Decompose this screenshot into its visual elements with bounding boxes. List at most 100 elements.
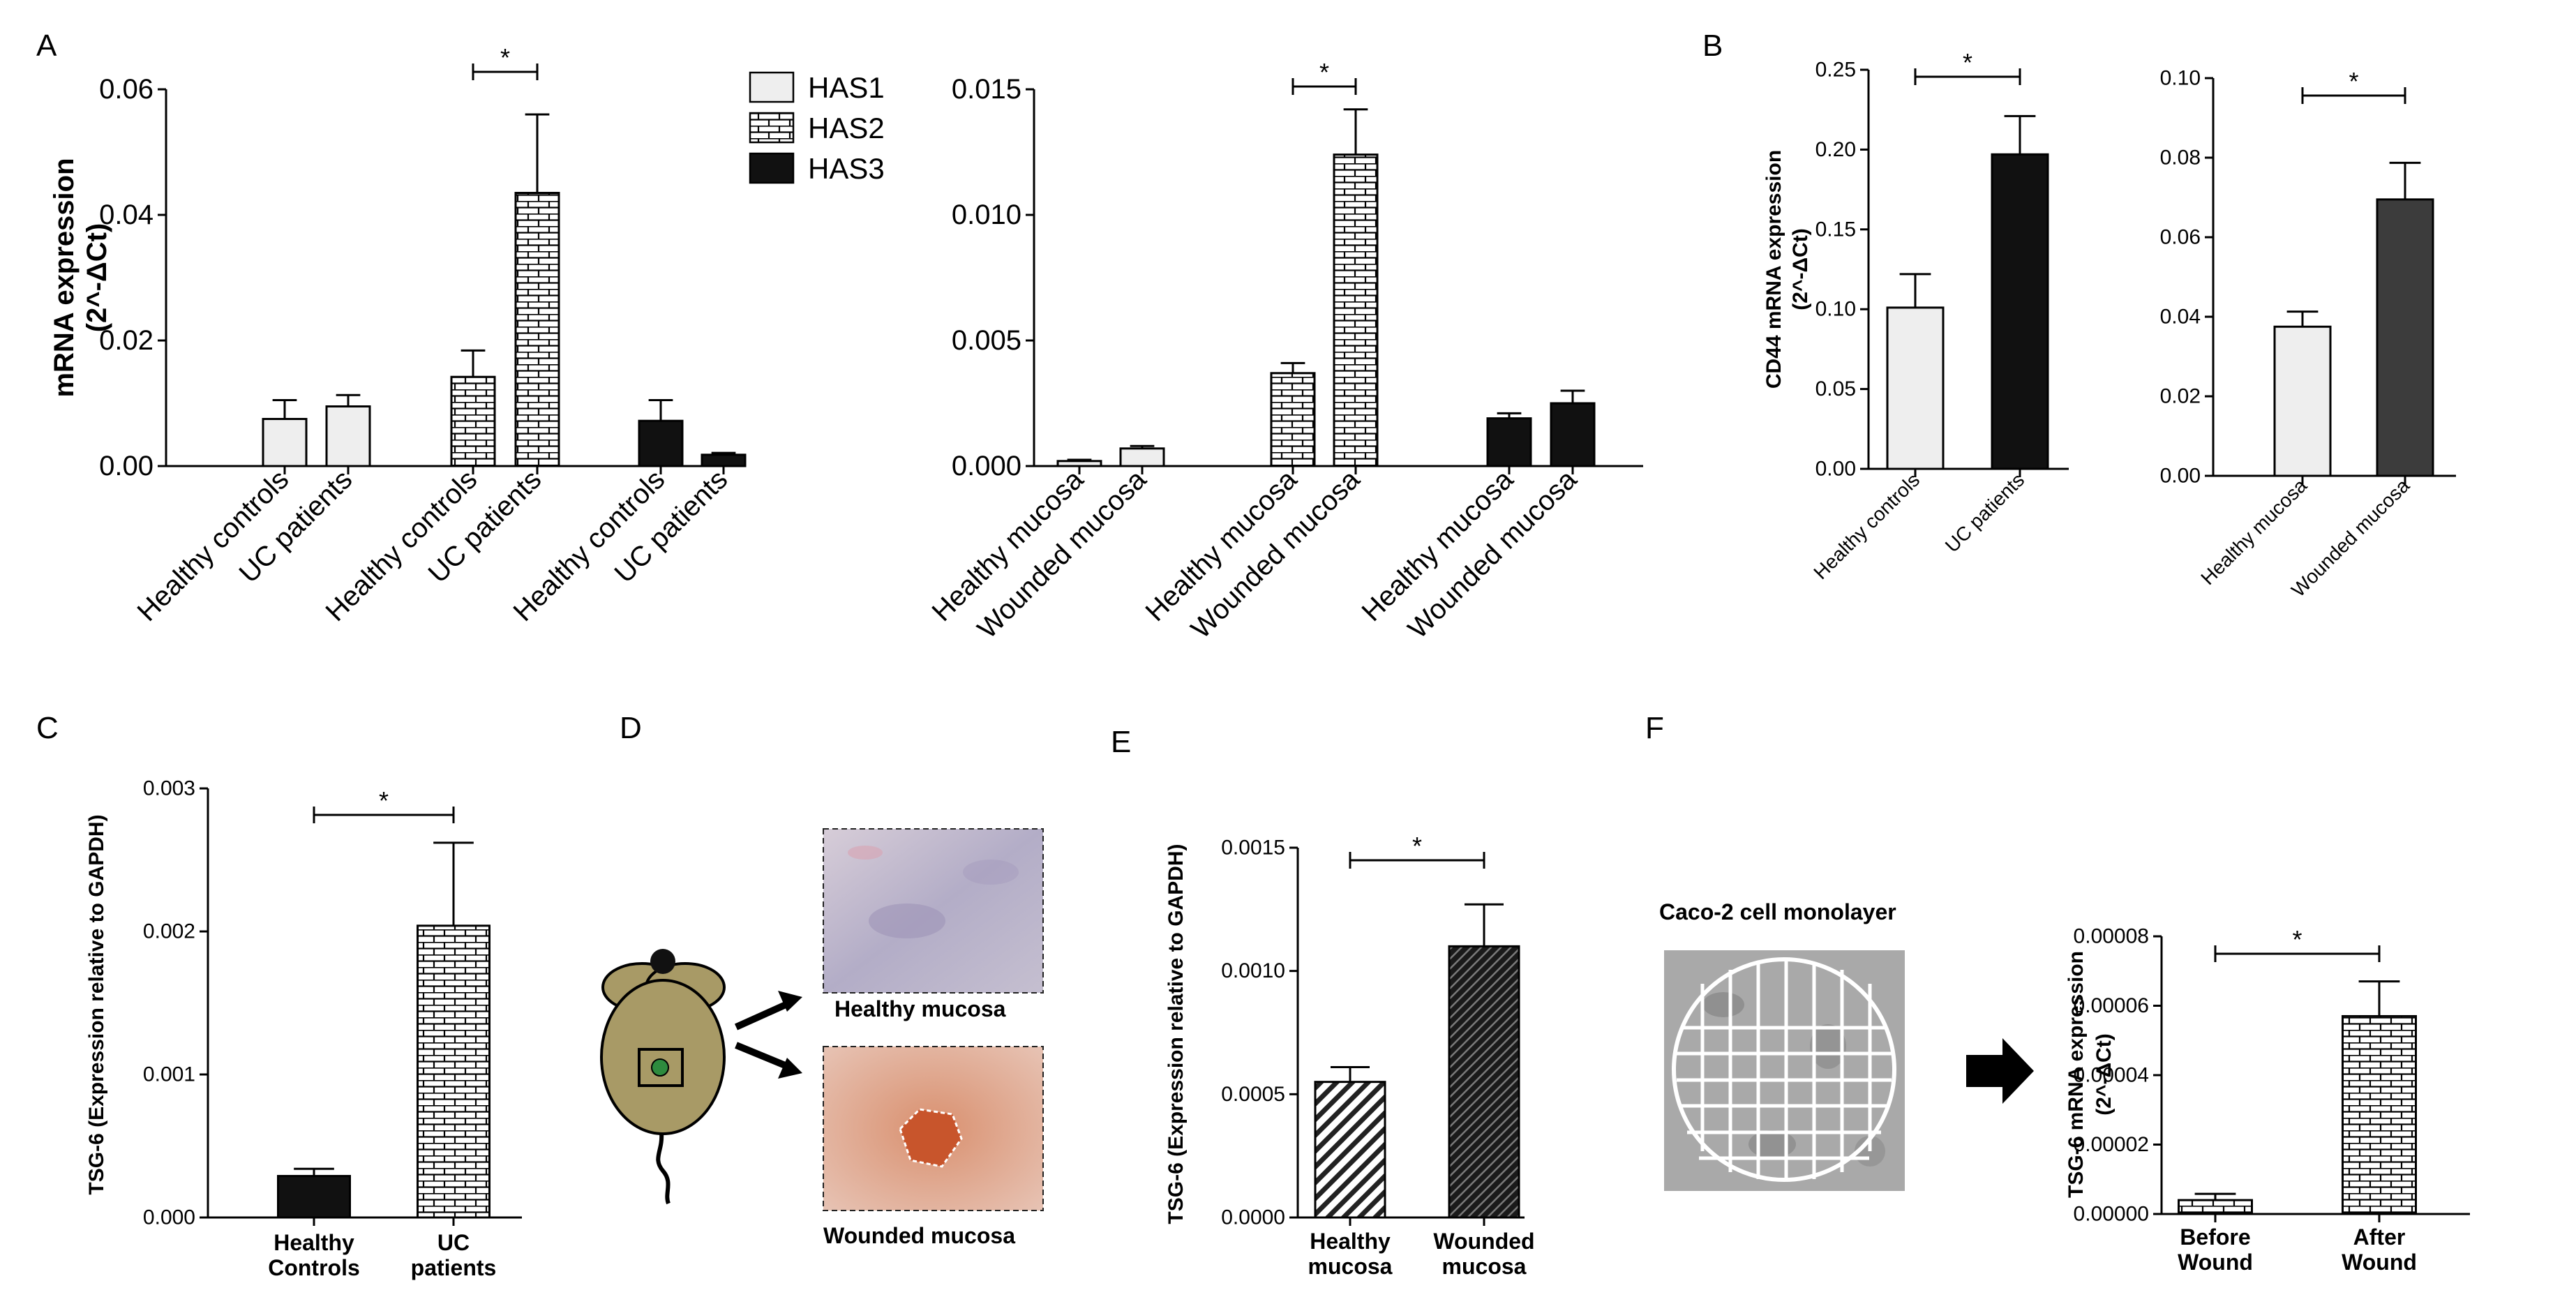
y-tick-label: 0.06 <box>2160 226 2201 249</box>
bar <box>1314 1081 1386 1219</box>
bar <box>1550 402 1596 467</box>
x-tick-label: mucosa <box>1308 1254 1393 1279</box>
y-tick-label: 0.001 <box>143 1063 195 1086</box>
legend-swatch-has3 <box>749 152 795 184</box>
x-tick-label: Healthy <box>274 1230 354 1255</box>
mouse-illustration <box>600 949 726 1205</box>
bar <box>514 192 560 467</box>
y-tick-label: 0.015 <box>952 74 1021 105</box>
wound-area <box>899 1108 963 1168</box>
y-tick-label: 0.00008 <box>2074 925 2149 948</box>
y-tick-label: 0.000 <box>143 1206 195 1229</box>
panel-letter-A: A <box>36 29 57 63</box>
y-tick-label: 0.00 <box>1815 458 1856 481</box>
x-tick-label: UC <box>437 1230 470 1255</box>
legend-swatch-has2 <box>749 112 795 144</box>
x-tick-label: Healthy mucosa <box>2196 474 2311 589</box>
y-tick-label: 0.0015 <box>1221 837 1285 860</box>
bar <box>277 1175 351 1219</box>
y-tick-label: 0.02 <box>99 325 153 356</box>
y-axis-label: TSG-6 mRNA expression <box>2065 951 2088 1198</box>
healthy-mucosa-label: Healthy mucosa <box>834 996 1006 1021</box>
y-tick-label: 0.010 <box>952 200 1021 230</box>
x-tick-label: Wounded <box>1433 1229 1534 1254</box>
y-tick-label: 0.06 <box>99 74 153 105</box>
chart-C: 0.000 0.001 0.002 0.003 TSG-6 (Expression re… <box>85 777 522 1280</box>
bar <box>1119 447 1165 467</box>
y-tick-label: 0.20 <box>1815 138 1856 161</box>
y-tick-label: 0.04 <box>2160 306 2201 329</box>
legend-item-has1: HAS1 <box>749 71 885 104</box>
x-tick-label: patients <box>411 1255 497 1280</box>
healthy-mucosa-image <box>823 828 1044 994</box>
significance-star: * <box>1963 48 1972 77</box>
bar <box>1270 372 1316 467</box>
legend-label-has1: HAS1 <box>808 71 885 104</box>
y-tick-label: 0.05 <box>1815 377 1856 400</box>
arrow-to-wounded <box>735 1042 793 1072</box>
mouse-body <box>600 979 726 1135</box>
panel-letter-D: D <box>620 711 642 745</box>
y-axis-label-unit: (2^-ΔCt) <box>82 223 112 333</box>
significance-star: * <box>1412 832 1422 860</box>
significance-star: * <box>1319 58 1329 87</box>
legend-item-has3: HAS3 <box>749 152 885 185</box>
x-tick-label: Wound <box>2342 1250 2417 1275</box>
y-tick-label: 0.00000 <box>2074 1203 2149 1226</box>
wounded-mucosa-label: Wounded mucosa <box>823 1223 1015 1248</box>
legend-item-has2: HAS2 <box>749 112 885 144</box>
panel-letter-C: C <box>36 711 59 745</box>
y-tick-label: 0.10 <box>2160 67 2201 90</box>
caco2-caption: Caco-2 cell monolayer <box>1659 899 1896 924</box>
y-tick-label: 0.04 <box>99 200 153 230</box>
y-tick-label: 0.0000 <box>1221 1206 1285 1229</box>
arrow-caco2-to-chart <box>1966 1038 2034 1104</box>
bar <box>2376 198 2434 477</box>
x-tick-label: Controls <box>268 1255 360 1280</box>
significance-star: * <box>2349 67 2358 96</box>
y-tick-label: 0.0005 <box>1221 1083 1285 1106</box>
significance-star: * <box>379 786 389 815</box>
x-tick-label: UC patients <box>1941 469 2028 556</box>
bar <box>1991 153 2049 470</box>
y-axis-label-unit: (2^-ΔCt) <box>1789 228 1812 310</box>
legend-swatch-has1 <box>749 71 795 103</box>
y-tick-label: 0.00 <box>99 451 153 481</box>
bar <box>262 418 308 467</box>
bar <box>1886 306 1945 470</box>
y-tick-label: 0.00004 <box>2074 1064 2149 1087</box>
legend-label-has3: HAS3 <box>808 152 885 185</box>
bar <box>2178 1199 2253 1215</box>
y-axis-label: mRNA expression <box>49 158 80 397</box>
y-tick-label: 0.00 <box>2160 465 2201 488</box>
x-tick-label: Before <box>2180 1224 2250 1250</box>
bar <box>1333 153 1379 467</box>
caco2-monolayer-image <box>1664 950 1905 1191</box>
bar <box>417 924 491 1219</box>
bar <box>2273 325 2332 477</box>
significance-star: * <box>2292 925 2302 954</box>
y-axis-label: TSG-6 (Expression relative to GAPDH) <box>85 814 108 1194</box>
panel-letter-B: B <box>1702 29 1723 63</box>
panel-letter-E: E <box>1111 725 1131 759</box>
y-tick-label: 0.000 <box>952 451 1021 481</box>
y-axis-label: CD44 mRNA expression <box>1762 150 1785 389</box>
arrow-to-healthy-head <box>778 991 802 1012</box>
mouse-wound-box <box>638 1048 684 1087</box>
bar <box>701 454 747 467</box>
legend-label-has2: HAS2 <box>808 112 885 144</box>
x-tick-label: Wound <box>2178 1250 2253 1275</box>
y-tick-label: 0.003 <box>143 777 195 800</box>
y-tick-label: 0.0010 <box>1221 959 1285 982</box>
bar <box>450 375 496 467</box>
y-tick-label: 0.00002 <box>2074 1133 2149 1156</box>
y-axis-label: TSG-6 (Expression relative to GAPDH) <box>1165 844 1188 1224</box>
y-tick-label: 0.08 <box>2160 147 2201 170</box>
bar <box>2342 1014 2417 1215</box>
chart-E: 0.0000 0.0005 0.0010 0.0015 TSG-6 (Expressio… <box>1165 832 1535 1279</box>
chart-B-patients: 0.00 0.05 0.10 0.15 0.20 0.25 CD44 mRNA expres… <box>1762 48 2069 583</box>
wounded-mucosa-image <box>823 1046 1044 1211</box>
